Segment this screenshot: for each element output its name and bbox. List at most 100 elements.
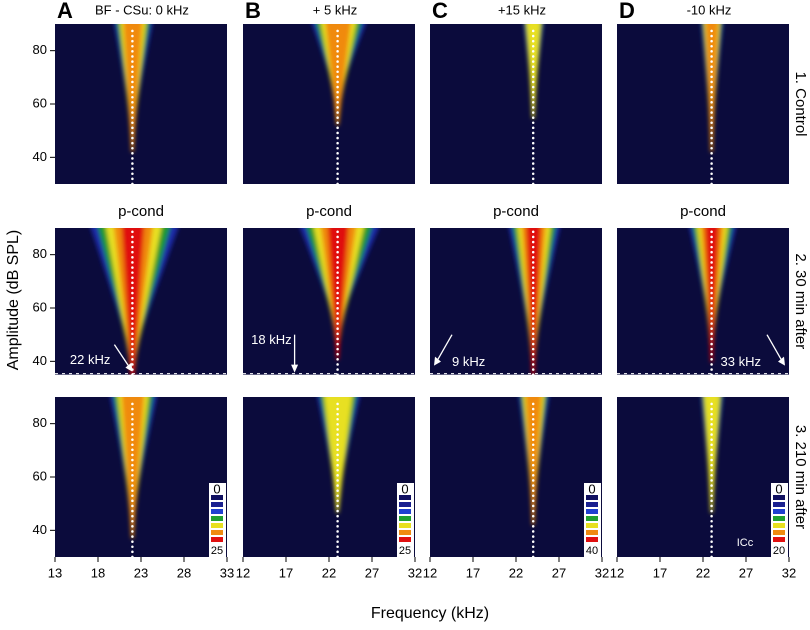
- colorbar-min: 0: [401, 481, 408, 496]
- colorbar-step: [399, 502, 411, 507]
- colorbar-step: [399, 495, 411, 500]
- x-tick-label: 18: [91, 565, 105, 580]
- arrow-head: [125, 362, 133, 372]
- x-tick-label: 17: [279, 565, 293, 580]
- colorbar-step: [773, 516, 785, 521]
- column-title: -10 kHz: [687, 2, 732, 17]
- panel-background: [617, 397, 789, 557]
- x-tick-label: 32: [595, 565, 609, 580]
- x-tick-label: 32: [782, 565, 796, 580]
- colorbar-step: [586, 509, 598, 514]
- colorbar-step: [773, 495, 785, 500]
- annotation: 22 kHz: [70, 352, 110, 367]
- panel-letter: A: [57, 0, 73, 23]
- panel-letter: C: [432, 0, 448, 23]
- heatmap-panel: [617, 228, 789, 376]
- row-label: 3. 210 min after: [792, 425, 809, 529]
- panel-letter: D: [619, 0, 635, 23]
- colorbar-step: [586, 537, 598, 542]
- x-tick-label: 17: [653, 565, 667, 580]
- x-tick-label: 28: [177, 565, 191, 580]
- colorbar-min: 0: [213, 481, 220, 496]
- colorbar-step: [399, 516, 411, 521]
- y-tick-label: 60: [33, 95, 47, 110]
- colorbar-min: 0: [775, 481, 782, 496]
- colorbar-step: [399, 537, 411, 542]
- colorbar-max: 25: [211, 545, 223, 557]
- colorbar-step: [773, 502, 785, 507]
- arrow: [435, 334, 453, 363]
- x-tick-label: 22: [322, 565, 336, 580]
- heatmap-panel: [55, 228, 227, 376]
- heatmap-panel: [430, 228, 602, 376]
- colorbar-step: [211, 502, 223, 507]
- x-axis-label: Frequency (kHz): [371, 605, 489, 622]
- column-title: +15 kHz: [498, 2, 546, 17]
- colorbar-max: 20: [773, 545, 785, 557]
- plume-blur: [312, 24, 366, 126]
- x-tick-label: 27: [739, 565, 753, 580]
- colorbar-step: [773, 530, 785, 535]
- heatmap-panel: [243, 228, 415, 376]
- colorbar-step: [211, 523, 223, 528]
- region-label: ICc: [737, 537, 754, 549]
- heatmap-panel: [55, 24, 227, 186]
- panel-background: [617, 24, 789, 184]
- y-tick-label: 80: [33, 246, 47, 261]
- heatmap-panel: [55, 397, 227, 559]
- heatmap-panel: [430, 397, 602, 559]
- y-tick-label: 40: [33, 522, 47, 537]
- plume: [90, 228, 179, 375]
- y-axis-label: Amplitude (dB SPL): [5, 230, 22, 371]
- colorbar-step: [586, 502, 598, 507]
- arrow-head: [291, 364, 299, 373]
- y-tick-label: 60: [33, 468, 47, 483]
- panel-letter: B: [245, 0, 261, 23]
- colorbar-step: [773, 509, 785, 514]
- colorbar-step: [773, 537, 785, 542]
- annotation: 33 kHz: [721, 354, 761, 369]
- colorbar-step: [211, 509, 223, 514]
- row-subtitle: p-cond: [493, 203, 539, 220]
- colorbar-max: 40: [586, 545, 598, 557]
- heatmap-panel: [617, 24, 789, 186]
- x-tick-label: 23: [134, 565, 148, 580]
- plume-level: [121, 397, 145, 539]
- x-tick-label: 33: [220, 565, 234, 580]
- colorbar-step: [586, 530, 598, 535]
- arrow: [113, 344, 131, 370]
- plume-level: [325, 24, 351, 126]
- row-label: 1. Control: [792, 71, 809, 136]
- colorbar-step: [399, 523, 411, 528]
- plume: [110, 397, 157, 539]
- y-tick-label: 60: [33, 299, 47, 314]
- plume-level: [121, 228, 145, 375]
- plume-blur: [509, 228, 560, 375]
- plume: [312, 24, 366, 126]
- colorbar-step: [211, 516, 223, 521]
- colorbar-step: [586, 495, 598, 500]
- x-tick-label: 32: [408, 565, 422, 580]
- panel-background: [430, 24, 602, 184]
- arrow-head: [434, 356, 441, 366]
- x-tick-label: 13: [48, 565, 62, 580]
- row-label: 2. 30 min after: [792, 253, 809, 349]
- annotation: 9 kHz: [452, 354, 485, 369]
- row-subtitle: p-cond: [306, 203, 352, 220]
- colorbar-min: 0: [588, 481, 595, 496]
- y-tick-label: 40: [33, 149, 47, 164]
- y-tick-label: 80: [33, 415, 47, 430]
- plume-blur: [300, 228, 379, 360]
- plume: [509, 228, 560, 375]
- heatmap-panel: [243, 24, 415, 186]
- plume-level: [704, 228, 720, 363]
- x-tick-label: 22: [696, 565, 710, 580]
- heatmap-panel: [430, 24, 602, 186]
- x-tick-label: 12: [423, 565, 437, 580]
- panel-background: [430, 397, 602, 557]
- colorbar-step: [211, 495, 223, 500]
- colorbar-step: [211, 530, 223, 535]
- x-tick-label: 12: [610, 565, 624, 580]
- colorbar-max: 25: [399, 545, 411, 557]
